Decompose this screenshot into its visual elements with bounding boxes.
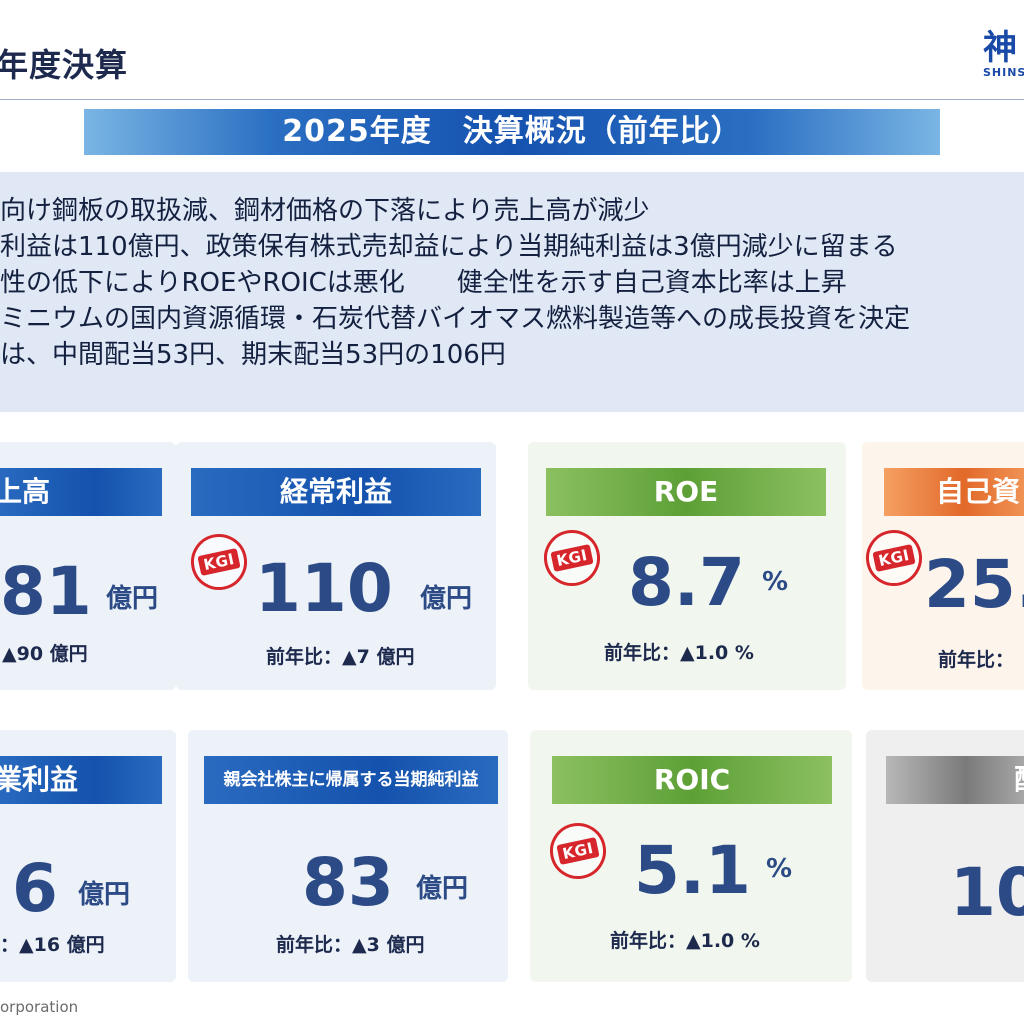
net-income-change: 前年比：▲3 億円 <box>276 934 425 956</box>
footer-copyright: orporation <box>0 998 79 1016</box>
card-header-ordinary-profit: 経常利益 <box>191 468 481 516</box>
sales-change: ▲90 億円 <box>2 643 88 665</box>
ordinary-profit-value: 110 <box>255 550 393 627</box>
kgi-stamp-icon: KGI <box>544 817 612 885</box>
equity-ratio-value: 25. <box>924 546 1024 623</box>
card-roic: ROIC KGI 5.1 % 前年比：▲1.0 % <box>530 730 852 982</box>
roic-change: 前年比：▲1.0 % <box>610 930 760 952</box>
summary-line: 向け鋼板の取扱減、鋼材価格の下落により売上高が減少 <box>0 196 650 226</box>
card-roe: ROE KGI 8.7 % 前年比：▲1.0 % <box>528 442 846 690</box>
roic-value: 5.1 <box>634 832 751 909</box>
roe-change: 前年比：▲1.0 % <box>604 642 754 664</box>
dividend-value: 10 <box>950 854 1024 931</box>
summary-line: ミニウムの国内資源循環・石炭代替バイオマス燃料製造等への成長投資を決定 <box>0 304 911 334</box>
net-income-value: 83 <box>302 844 394 921</box>
ordinary-profit-change: 前年比：▲7 億円 <box>266 646 415 668</box>
card-operating-profit: 業利益 6 億円 ：▲16 億円 <box>0 730 176 982</box>
card-header-dividend: 配 <box>886 756 1024 804</box>
operating-profit-value: 6 <box>12 850 58 927</box>
roe-unit: % <box>762 567 789 597</box>
card-header-operating-profit: 業利益 <box>0 756 162 804</box>
summary-banner: 2025年度 決算概況（前年比） <box>84 109 940 155</box>
equity-ratio-change: 前年比： <box>938 649 1015 671</box>
operating-profit-change: ：▲16 億円 <box>0 934 105 956</box>
kgi-stamp-icon: KGI <box>538 524 606 592</box>
title-divider <box>0 99 1024 100</box>
summary-box: 向け鋼板の取扱減、鋼材価格の下落により売上高が減少 利益は110億円、政策保有株… <box>0 172 1024 412</box>
sales-value: 81 <box>0 553 92 630</box>
summary-line: 利益は110億円、政策保有株式売却益により当期純利益は3億円減少に留まる <box>0 232 898 262</box>
page-title: 年度決算 <box>0 46 129 84</box>
kgi-stamp-icon: KGI <box>185 528 253 596</box>
card-header-label: 上高 <box>0 475 51 508</box>
operating-profit-unit: 億円 <box>78 880 131 910</box>
card-header-net-income: 親会社株主に帰属する当期純利益 <box>204 756 498 804</box>
card-sales: 上高 81 億円 ▲90 億円 <box>0 442 176 690</box>
kgi-stamp-icon: KGI <box>862 524 928 592</box>
sales-unit: 億円 <box>106 584 159 614</box>
company-logo: 神 SHINS <box>983 30 1024 79</box>
card-header-sales: 上高 <box>0 468 162 516</box>
roic-unit: % <box>766 854 793 884</box>
card-header-roe: ROE <box>546 468 826 516</box>
card-header-equity-ratio: 自己資 <box>884 468 1024 516</box>
roe-value: 8.7 <box>628 544 745 621</box>
card-ordinary-profit: 経常利益 KGI 110 億円 前年比：▲7 億円 <box>176 442 496 690</box>
card-equity-ratio: 自己資 KGI 25. 前年比： <box>862 442 1024 690</box>
summary-line: は、中間配当53円、期末配当53円の106円 <box>0 340 506 370</box>
logo-subtext: SHINS <box>983 66 1024 79</box>
card-net-income: 親会社株主に帰属する当期純利益 83 億円 前年比：▲3 億円 <box>188 730 508 982</box>
summary-line: 性の低下によりROEやROICは悪化 健全性を示す自己資本比率は上昇 <box>0 268 847 298</box>
net-income-unit: 億円 <box>416 874 469 904</box>
logo-kanji: 神 <box>983 28 1017 68</box>
card-dividend: 配 10 <box>866 730 1024 982</box>
ordinary-profit-unit: 億円 <box>420 584 473 614</box>
card-header-roic: ROIC <box>552 756 832 804</box>
